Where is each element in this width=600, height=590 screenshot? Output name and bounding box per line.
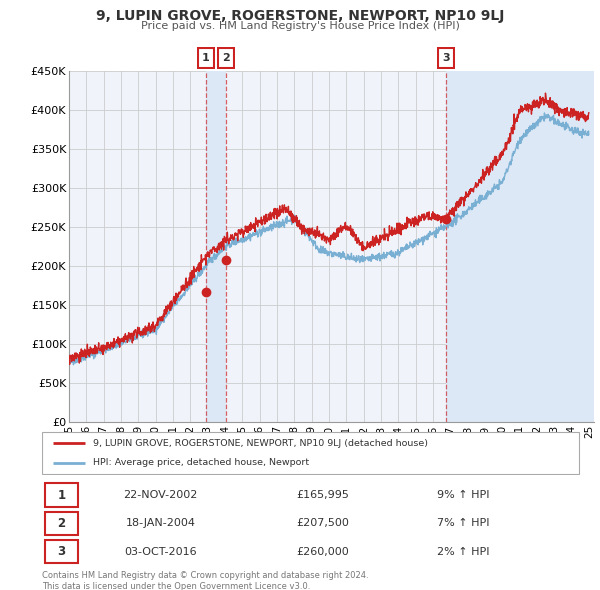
Text: HPI: Average price, detached house, Newport: HPI: Average price, detached house, Newp…	[94, 458, 310, 467]
Text: 3: 3	[442, 53, 449, 63]
Bar	[446, 71, 594, 422]
Text: Contains HM Land Registry data © Crown copyright and database right 2024.
This d: Contains HM Land Registry data © Crown c…	[42, 571, 368, 590]
Text: 7% ↑ HPI: 7% ↑ HPI	[437, 519, 490, 528]
FancyBboxPatch shape	[197, 48, 214, 68]
Text: 9% ↑ HPI: 9% ↑ HPI	[437, 490, 490, 500]
Text: Price paid vs. HM Land Registry's House Price Index (HPI): Price paid vs. HM Land Registry's House …	[140, 21, 460, 31]
FancyBboxPatch shape	[45, 512, 78, 535]
Text: 1: 1	[202, 53, 209, 63]
Text: 3: 3	[58, 545, 65, 558]
Text: 18-JAN-2004: 18-JAN-2004	[126, 519, 196, 528]
FancyBboxPatch shape	[45, 483, 78, 507]
Text: £165,995: £165,995	[296, 490, 349, 500]
Text: 2: 2	[58, 517, 65, 530]
Text: 2% ↑ HPI: 2% ↑ HPI	[437, 547, 490, 556]
Text: 9, LUPIN GROVE, ROGERSTONE, NEWPORT, NP10 9LJ (detached house): 9, LUPIN GROVE, ROGERSTONE, NEWPORT, NP1…	[94, 438, 428, 448]
Text: 03-OCT-2016: 03-OCT-2016	[124, 547, 197, 556]
Text: 22-NOV-2002: 22-NOV-2002	[124, 490, 198, 500]
FancyBboxPatch shape	[438, 48, 454, 68]
Text: £207,500: £207,500	[296, 519, 349, 528]
Bar	[206, 71, 226, 422]
Text: 1: 1	[58, 489, 65, 502]
Text: £260,000: £260,000	[296, 547, 349, 556]
Text: 2: 2	[222, 53, 230, 63]
FancyBboxPatch shape	[42, 432, 580, 474]
FancyBboxPatch shape	[218, 48, 234, 68]
Text: 9, LUPIN GROVE, ROGERSTONE, NEWPORT, NP10 9LJ: 9, LUPIN GROVE, ROGERSTONE, NEWPORT, NP1…	[96, 9, 504, 23]
FancyBboxPatch shape	[45, 540, 78, 563]
